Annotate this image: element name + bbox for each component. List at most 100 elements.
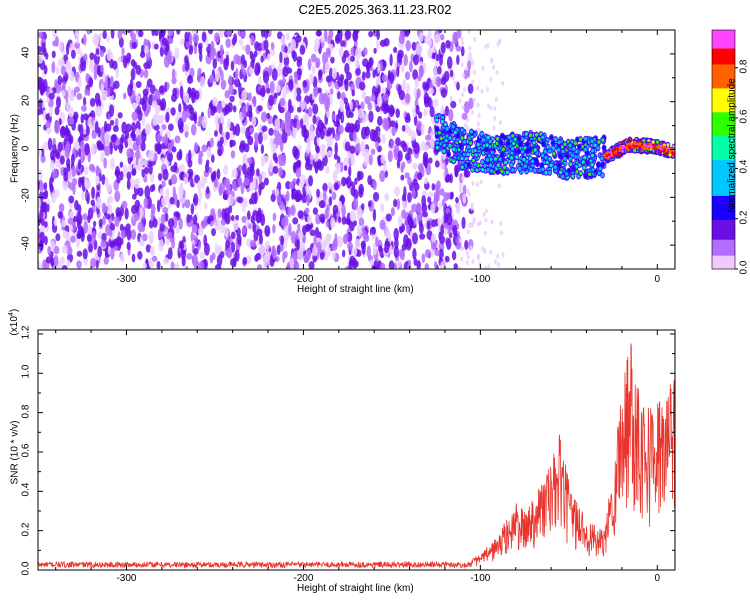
ridge-cell bbox=[575, 169, 579, 174]
noise-cell bbox=[274, 188, 280, 198]
ridge-cell bbox=[447, 152, 451, 157]
noise-cell bbox=[419, 32, 424, 43]
colorbar-segment bbox=[712, 221, 735, 224]
noise-cell bbox=[126, 147, 133, 159]
noise-cell bbox=[191, 253, 199, 267]
noise-cell bbox=[38, 52, 44, 64]
ridge-cell bbox=[557, 148, 561, 152]
noise-cell bbox=[47, 245, 52, 256]
noise-cell bbox=[38, 260, 42, 269]
noise-cell bbox=[143, 62, 150, 70]
colorbar-segment bbox=[712, 73, 735, 77]
noise-cell bbox=[344, 79, 349, 92]
noise-cell bbox=[38, 169, 43, 180]
noise-cell bbox=[207, 106, 211, 119]
noise-cell bbox=[142, 233, 148, 242]
noise-cell bbox=[128, 164, 133, 173]
noise-cell bbox=[440, 41, 446, 54]
noise-cell bbox=[364, 113, 369, 122]
ridge-cell bbox=[463, 140, 467, 144]
noise-cell bbox=[313, 86, 319, 98]
noise-cell bbox=[344, 30, 352, 40]
noise-cell bbox=[190, 203, 195, 215]
noise-cell bbox=[260, 30, 265, 38]
ridge-cell bbox=[655, 140, 660, 144]
noise-cell bbox=[360, 126, 368, 140]
spectrogram-ylabel: Frequency (Hz) bbox=[9, 114, 21, 183]
noise-cell bbox=[98, 218, 103, 228]
noise-cell bbox=[109, 58, 114, 69]
noise-cell bbox=[130, 131, 135, 139]
ridge-cell bbox=[583, 137, 588, 141]
noise-cell bbox=[440, 224, 444, 237]
noise-cell bbox=[256, 228, 263, 236]
noise-cell bbox=[471, 79, 475, 85]
noise-cell bbox=[167, 218, 175, 228]
noise-cell bbox=[271, 68, 278, 81]
noise-cell bbox=[361, 144, 366, 157]
noise-cell bbox=[339, 99, 345, 113]
ridge-cell bbox=[435, 127, 439, 131]
ridge-cell bbox=[551, 141, 555, 145]
ridge-cell bbox=[481, 138, 486, 142]
noise-cell bbox=[345, 232, 349, 243]
colorbar-segment bbox=[712, 187, 735, 190]
noise-cell bbox=[224, 212, 231, 225]
noise-cell bbox=[259, 244, 265, 256]
noise-cell bbox=[452, 31, 459, 45]
noise-cell bbox=[104, 145, 111, 157]
spectrogram-x-tick-label: -300 bbox=[116, 274, 137, 285]
ridge-cell bbox=[552, 151, 556, 156]
noise-cell bbox=[358, 81, 366, 91]
noise-cell bbox=[398, 249, 405, 258]
noise-cell bbox=[315, 126, 322, 138]
ridge-cell bbox=[541, 167, 545, 172]
noise-cell bbox=[224, 104, 230, 115]
noise-cell bbox=[45, 120, 51, 129]
noise-cell bbox=[68, 195, 75, 204]
colorbar-segment bbox=[712, 39, 735, 43]
ridge-cell bbox=[571, 166, 576, 171]
noise-cell bbox=[434, 182, 440, 192]
noise-cell bbox=[160, 98, 167, 111]
noise-cell bbox=[315, 30, 322, 37]
noise-cell bbox=[396, 198, 401, 210]
noise-cell bbox=[330, 217, 336, 229]
noise-cell bbox=[183, 124, 190, 132]
noise-cell bbox=[214, 32, 220, 43]
noise-cell bbox=[237, 176, 242, 188]
noise-cell bbox=[402, 79, 406, 86]
noise-cell bbox=[127, 135, 133, 147]
noise-cell bbox=[131, 193, 137, 200]
ridge-cell bbox=[572, 147, 576, 151]
noise-cell bbox=[133, 213, 140, 222]
ridge-cell bbox=[480, 132, 484, 136]
noise-cell bbox=[482, 212, 486, 218]
noise-cell bbox=[358, 183, 364, 195]
noise-cell bbox=[249, 127, 254, 134]
ridge-cell bbox=[522, 157, 526, 162]
noise-cell bbox=[327, 233, 331, 240]
noise-cell bbox=[288, 181, 295, 190]
noise-cell bbox=[421, 203, 428, 213]
noise-cell bbox=[193, 44, 198, 55]
noise-cell bbox=[495, 70, 499, 76]
ridge-cell bbox=[518, 142, 523, 146]
noise-cell bbox=[335, 114, 340, 123]
ridge-cell bbox=[500, 134, 504, 138]
colorbar-segment bbox=[712, 69, 735, 73]
noise-cell bbox=[493, 259, 497, 265]
noise-cell bbox=[379, 262, 386, 269]
noise-cell bbox=[402, 200, 407, 210]
noise-cell bbox=[433, 33, 441, 44]
noise-cell bbox=[372, 129, 379, 143]
noise-cell bbox=[127, 84, 133, 97]
noise-cell bbox=[401, 209, 407, 220]
noise-cell bbox=[444, 255, 450, 263]
noise-cell bbox=[234, 249, 240, 262]
noise-cell bbox=[224, 90, 230, 99]
noise-cell bbox=[297, 248, 304, 261]
noise-cell bbox=[296, 119, 301, 131]
noise-cell bbox=[241, 105, 247, 119]
noise-cell bbox=[46, 203, 50, 213]
